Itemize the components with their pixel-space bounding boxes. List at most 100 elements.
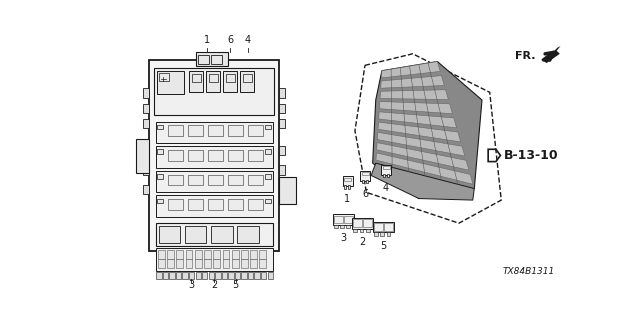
Bar — [255, 273, 260, 279]
Polygon shape — [380, 101, 452, 114]
Bar — [237, 226, 259, 243]
Polygon shape — [378, 122, 461, 142]
Bar — [208, 175, 223, 186]
Bar — [188, 125, 204, 136]
Bar — [143, 104, 149, 113]
Bar — [243, 74, 252, 82]
Bar — [232, 250, 239, 259]
Bar — [259, 260, 266, 268]
Bar — [346, 225, 350, 228]
Bar — [213, 260, 220, 268]
Bar — [156, 248, 273, 271]
Bar — [348, 186, 350, 188]
Polygon shape — [371, 163, 474, 200]
Bar — [279, 177, 296, 204]
Text: 1: 1 — [344, 194, 350, 204]
Bar — [333, 214, 354, 225]
Bar — [265, 124, 271, 129]
Bar — [198, 55, 209, 64]
Bar — [241, 260, 248, 268]
Bar — [176, 260, 183, 268]
Bar — [223, 260, 230, 268]
Text: TX84B1311: TX84B1311 — [503, 267, 555, 276]
Bar — [159, 226, 180, 243]
Bar — [192, 74, 201, 82]
Text: 3: 3 — [340, 233, 346, 243]
Bar — [248, 125, 263, 136]
Bar — [387, 174, 389, 177]
Text: 6: 6 — [362, 189, 368, 199]
Bar — [362, 180, 364, 183]
Bar — [168, 150, 183, 161]
Bar — [221, 273, 227, 279]
Circle shape — [285, 188, 289, 192]
Bar — [170, 273, 175, 279]
Text: 5: 5 — [380, 241, 387, 251]
Bar — [167, 250, 174, 259]
Bar — [168, 125, 183, 136]
Bar — [279, 104, 285, 113]
Bar — [211, 226, 232, 243]
Bar — [208, 199, 223, 210]
Polygon shape — [376, 143, 469, 170]
Bar — [232, 260, 239, 268]
Bar — [143, 119, 149, 129]
Bar — [235, 273, 240, 279]
Bar — [158, 260, 164, 268]
Bar — [188, 150, 204, 161]
Bar — [360, 228, 364, 232]
Bar — [383, 174, 385, 177]
Bar — [168, 175, 183, 186]
Bar — [228, 175, 243, 186]
Bar — [259, 250, 266, 259]
Text: 4: 4 — [383, 183, 389, 193]
Text: B-13-10: B-13-10 — [504, 149, 558, 162]
Polygon shape — [381, 61, 440, 78]
Bar — [279, 165, 285, 175]
Bar — [374, 223, 383, 231]
Bar — [279, 88, 285, 98]
Bar — [250, 260, 257, 268]
Bar — [372, 222, 394, 232]
Bar — [176, 250, 183, 259]
Polygon shape — [380, 90, 449, 100]
Circle shape — [141, 154, 144, 157]
Bar — [156, 122, 273, 143]
Bar — [344, 215, 353, 223]
Bar — [209, 74, 218, 82]
Text: 5: 5 — [232, 280, 239, 290]
Bar — [334, 225, 338, 228]
Polygon shape — [378, 132, 465, 156]
Bar — [156, 196, 273, 217]
Bar — [365, 180, 368, 183]
Bar — [279, 119, 285, 129]
Bar — [156, 273, 162, 279]
Bar — [206, 71, 220, 92]
Bar — [204, 260, 211, 268]
Bar — [380, 232, 384, 236]
Bar — [143, 165, 149, 175]
Bar — [353, 219, 362, 227]
Bar — [143, 88, 149, 98]
Bar — [157, 174, 163, 179]
Polygon shape — [541, 46, 561, 63]
Text: 1: 1 — [204, 35, 210, 45]
Bar — [240, 71, 254, 92]
Bar — [223, 71, 237, 92]
Polygon shape — [372, 61, 482, 198]
Bar — [225, 74, 235, 82]
Bar — [241, 273, 247, 279]
Bar — [265, 198, 271, 203]
Bar — [189, 273, 195, 279]
Bar — [208, 150, 223, 161]
Bar — [364, 219, 372, 227]
Bar — [185, 226, 206, 243]
Bar — [209, 273, 214, 279]
Bar — [265, 174, 271, 179]
Bar — [167, 260, 174, 268]
Bar — [196, 273, 201, 279]
Text: 2: 2 — [360, 237, 366, 247]
Text: 3: 3 — [188, 280, 194, 290]
Bar — [159, 73, 168, 81]
Bar — [279, 146, 285, 156]
